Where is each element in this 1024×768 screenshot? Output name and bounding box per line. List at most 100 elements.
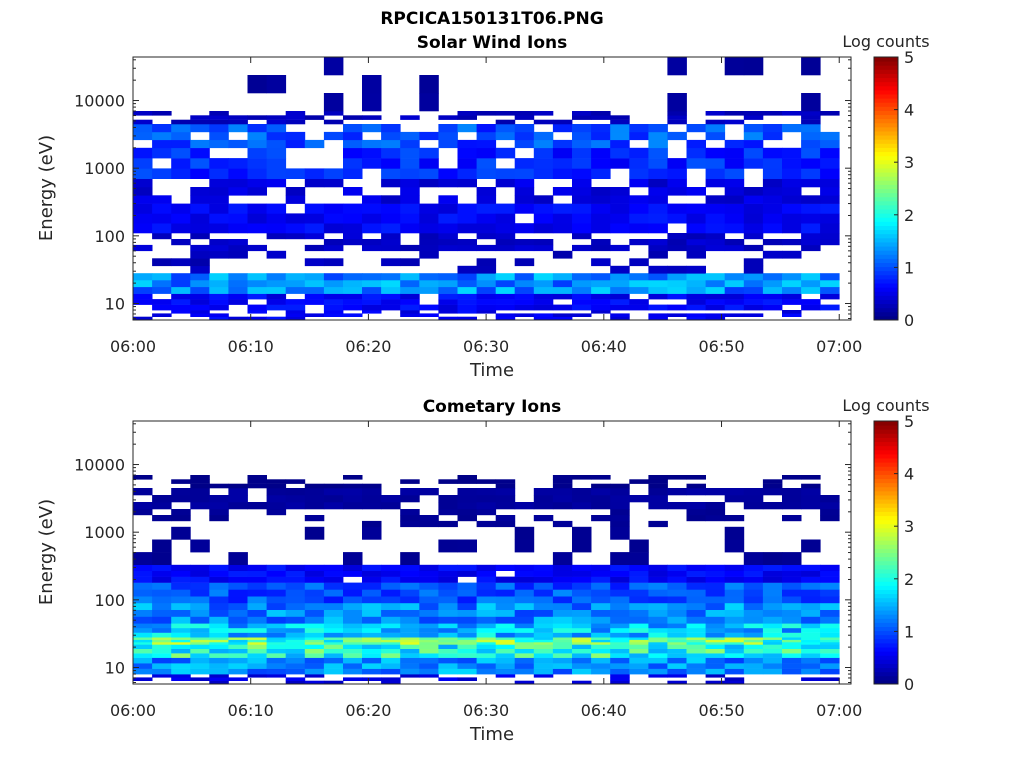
colorbar-swatch: [874, 246, 898, 251]
heatmap-cell: [591, 299, 611, 305]
heatmap-cell: [629, 623, 649, 629]
heatmap-cell: [343, 582, 363, 590]
heatmap-cell: [247, 213, 267, 224]
heatmap-cell: [572, 168, 592, 179]
heatmap-cell: [476, 576, 497, 583]
colorbar-swatch: [874, 159, 898, 165]
heatmap-cell: [686, 657, 706, 664]
heatmap-cell: [686, 623, 706, 629]
heatmap-cell: [552, 657, 573, 664]
heatmap-cell: [171, 509, 191, 516]
heatmap-cell: [362, 668, 382, 675]
heatmap-cell: [362, 502, 382, 510]
heatmap-cell: [724, 299, 745, 305]
colorbar-swatch: [874, 478, 898, 484]
heatmap-cell: [495, 203, 516, 214]
heatmap-cell: [400, 178, 420, 188]
heatmap-cell: [457, 124, 477, 133]
heatmap-cell: [667, 244, 687, 252]
heatmap-cell: [610, 616, 630, 624]
heatmap-cell: [495, 596, 516, 604]
heatmap-cell: [362, 526, 382, 540]
heatmap-cell: [743, 293, 764, 300]
heatmap-cell: [209, 589, 229, 597]
colorbar-swatch: [874, 605, 898, 611]
heatmap-cell: [362, 223, 382, 234]
heatmap-cell: [724, 627, 745, 633]
heatmap-cell: [400, 637, 420, 640]
heatmap-cell: [762, 502, 783, 510]
heatmap-cell: [190, 616, 210, 624]
heatmap-cell: [762, 488, 783, 496]
heatmap-cell: [629, 602, 649, 610]
heatmap-cell: [171, 299, 191, 305]
heatmap-cell: [457, 286, 477, 294]
heatmap-cell: [285, 596, 306, 604]
heatmap-cell: [782, 195, 802, 204]
colorbar-swatch: [874, 114, 898, 120]
heatmap-cell: [743, 111, 764, 116]
heatmap-cell: [133, 668, 153, 675]
heatmap-cell: [171, 657, 191, 664]
heatmap-cell: [343, 632, 363, 638]
heatmap-cell: [190, 286, 210, 294]
colorbar-swatch: [874, 437, 898, 443]
heatmap-cell: [133, 509, 153, 516]
heatmap-cell: [629, 258, 649, 267]
heatmap-cell: [285, 648, 306, 654]
heatmap-cell: [457, 479, 477, 484]
heatmap-cell: [323, 313, 344, 317]
heatmap-cell: [762, 564, 783, 571]
heatmap-cell: [209, 286, 229, 294]
heatmap-cell: [419, 93, 439, 112]
heatmap-cell: [552, 602, 573, 610]
heatmap-cell: [323, 178, 344, 188]
heatmap-cell: [648, 639, 668, 643]
heatmap-cell: [705, 674, 726, 678]
heatmap-cell: [667, 131, 687, 141]
heatmap-cell: [247, 632, 267, 638]
heatmap-cell: [400, 147, 420, 159]
heatmap-cell: [438, 115, 458, 120]
heatmap-cell: [438, 168, 458, 179]
heatmap-cell: [133, 299, 153, 305]
heatmap-cell: [438, 564, 458, 571]
heatmap-cell: [190, 488, 210, 496]
heatmap-cell: [266, 483, 287, 489]
heatmap-cell: [304, 213, 325, 224]
heatmap-cell: [782, 313, 802, 317]
heatmap-cell: [572, 244, 592, 252]
heatmap-cell: [247, 642, 267, 645]
heatmap-cell: [533, 488, 554, 496]
heatmap-cell: [476, 258, 497, 267]
colorbar-tick-label: 4: [904, 465, 914, 484]
heatmap-cell: [438, 539, 458, 553]
heatmap-cell: [419, 158, 439, 169]
heatmap-cell: [782, 637, 802, 640]
heatmap-cell: [400, 576, 420, 583]
heatmap-cell: [419, 75, 439, 94]
heatmap-cell: [782, 642, 802, 645]
heatmap-cell: [724, 677, 745, 681]
colorbar-swatch: [874, 77, 898, 83]
heatmap-cell: [648, 582, 668, 590]
heatmap-cell: [743, 299, 764, 305]
heatmap-cell: [820, 576, 840, 583]
heatmap-cell: [152, 258, 172, 267]
heatmap-cell: [782, 644, 802, 649]
heatmap-cell: [419, 313, 439, 317]
heatmap-cell: [266, 280, 287, 288]
heatmap-cell: [323, 502, 344, 510]
heatmap-cell: [705, 213, 726, 224]
heatmap-cell: [285, 213, 306, 224]
heatmap-cell: [419, 653, 439, 658]
heatmap-cell: [820, 111, 840, 116]
heatmap-cell: [400, 139, 420, 149]
heatmap-cell: [762, 273, 783, 281]
heatmap-cell: [572, 668, 592, 675]
heatmap-cell: [438, 520, 458, 528]
heatmap-cell: [820, 582, 840, 590]
colorbar-swatch: [874, 466, 898, 471]
heatmap-cell: [343, 644, 363, 649]
heatmap-cell: [705, 648, 726, 654]
